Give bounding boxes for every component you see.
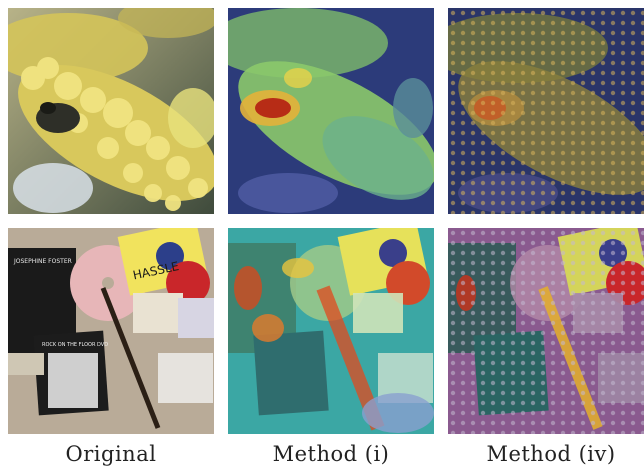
image-flower-method-i bbox=[228, 8, 434, 214]
flower-method-i-graphic bbox=[228, 8, 434, 214]
image-albums-original: JOSEPHINE FOSTER HASSLE ROCK ON THE FLOO… bbox=[8, 228, 214, 434]
caption-original: Original bbox=[65, 442, 157, 466]
flower-method-iv-graphic bbox=[448, 8, 644, 214]
image-albums-method-i bbox=[228, 228, 434, 434]
albums-original-graphic: JOSEPHINE FOSTER HASSLE ROCK ON THE FLOO… bbox=[8, 228, 214, 434]
albums-method-iv-graphic bbox=[448, 228, 644, 434]
flower-original-graphic bbox=[8, 8, 214, 214]
image-flower-original bbox=[8, 8, 214, 214]
caption-method-i: Method (i) bbox=[272, 442, 390, 466]
caption-method-iv: Method (iv) bbox=[486, 442, 616, 466]
album-title-left: JOSEPHINE FOSTER bbox=[13, 258, 72, 265]
dvd-title: ROCK ON THE FLOOR DVD bbox=[42, 342, 108, 348]
image-albums-method-iv bbox=[448, 228, 644, 434]
image-flower-method-iv bbox=[448, 8, 644, 214]
albums-method-i-graphic bbox=[228, 228, 434, 434]
